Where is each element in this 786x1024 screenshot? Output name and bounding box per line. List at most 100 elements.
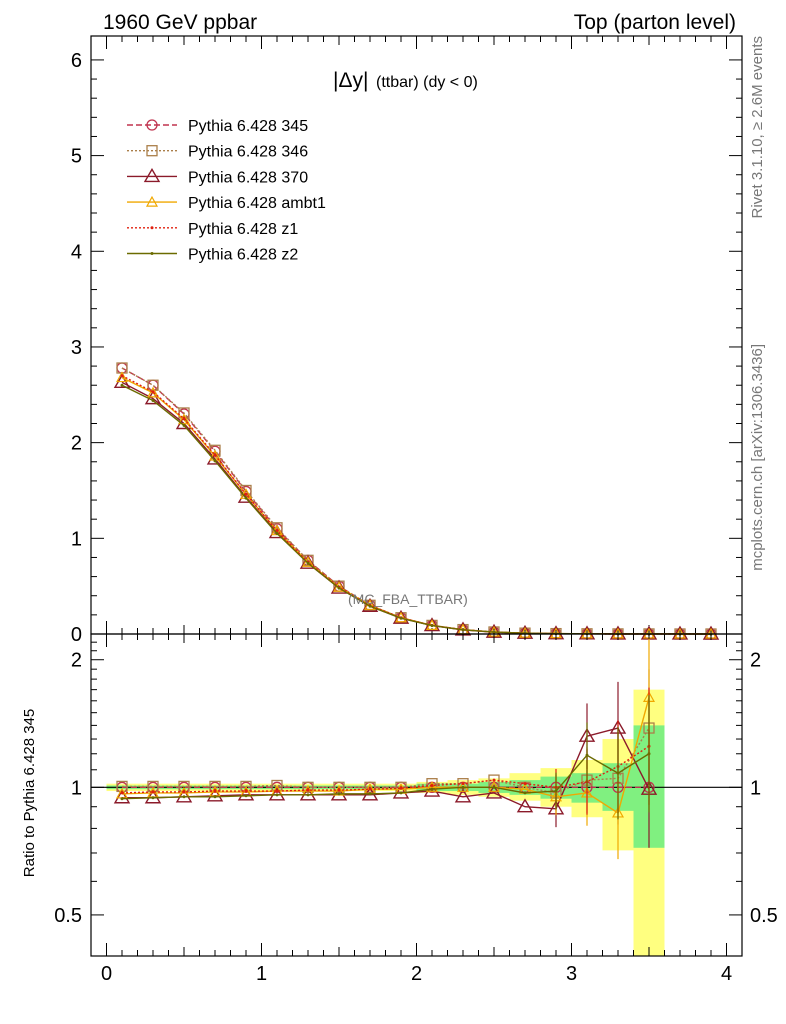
y-tick-label: 0 [71, 624, 82, 646]
main-axes: 0 1 2 3 4 5 6 [71, 36, 742, 646]
ratio-series-s370 [113, 681, 658, 848]
ratio-point-z1 [244, 789, 248, 793]
ratio-point-z2 [616, 771, 620, 775]
ratio-point-z2 [585, 753, 589, 757]
ratio-point-z1 [275, 789, 279, 793]
point-z2 [151, 399, 155, 403]
ratio-y-tick-label: 2 [71, 650, 82, 672]
point-ambt1 [146, 386, 160, 398]
main-plot: 0 1 2 3 4 5 6 [71, 35, 743, 646]
ratio-y-tick-label-right: 1 [750, 777, 761, 799]
ratio-point-z2 [647, 752, 651, 756]
ratio-point-z1 [337, 788, 341, 792]
point-ambt1 [115, 371, 129, 383]
ratio-point-z1 [182, 790, 186, 794]
point-z2 [492, 630, 496, 634]
legend-item-s370: Pythia 6.428 370 [127, 168, 308, 186]
ratio-ylabel: Ratio to Pythia 6.428 345 [21, 709, 38, 877]
ratio-series-ambt1 [115, 638, 656, 860]
legend-label: Pythia 6.428 370 [188, 169, 308, 186]
rivet-version-label: Rivet 3.1.10, ≥ 2.6M events [749, 36, 766, 219]
ratio-point-s370 [454, 788, 472, 803]
ratio-point-z1 [368, 787, 372, 791]
legend-marker [146, 119, 158, 131]
y-tick-label: 3 [71, 337, 82, 359]
y-tick-label: 1 [71, 528, 82, 550]
ratio-point-z2 [523, 791, 527, 795]
ratio-series-z2 [120, 695, 651, 820]
x-tick-label: 1 [256, 963, 267, 985]
header-left: 1960 GeV ppbar [103, 11, 257, 34]
legend-label: Pythia 6.428 346 [188, 144, 308, 161]
point-z2 [182, 423, 186, 427]
ratio-point-z1 [306, 788, 310, 792]
plot-title-main: |Δy| [333, 69, 368, 92]
point-z2 [275, 532, 279, 536]
ratio-y-tick-label-right: 0.5 [750, 905, 778, 927]
ratio-point-z2 [554, 789, 558, 793]
legend-item-s345: Pythia 6.428 345 [127, 118, 308, 135]
legend-item-ambt1: Pythia 6.428 ambt1 [127, 195, 326, 212]
y-tick-label: 4 [71, 241, 82, 263]
ratio-point-s370 [268, 786, 286, 801]
legend-item-z2: Pythia 6.428 z2 [127, 247, 298, 264]
ratio-point-s346 [333, 781, 345, 793]
y-tick-label: 6 [71, 50, 82, 72]
ratio-line-z2 [121, 753, 650, 800]
legend-label: Pythia 6.428 345 [188, 118, 308, 135]
legend-label: Pythia 6.428 z2 [188, 247, 298, 264]
ratio-point-s370 [175, 788, 193, 803]
watermark: (MC_FBA_TTBAR) [348, 591, 468, 607]
point-z2 [399, 616, 403, 620]
ratio-point-z1 [461, 782, 465, 786]
point-z1 [151, 390, 155, 394]
y-tick-label: 2 [71, 433, 82, 455]
ratio-y-tick-label: 1 [71, 777, 82, 799]
legend-marker [145, 195, 159, 207]
legend: Pythia 6.428 345 Pythia 6.428 346 Pythia 6… [127, 118, 326, 264]
legend-marker [150, 226, 154, 230]
point-z2 [120, 383, 124, 387]
point-z1 [213, 453, 217, 457]
point-z2 [306, 561, 310, 565]
legend-marker [146, 145, 158, 157]
legend-marker [143, 168, 161, 183]
ratio-point-z1 [399, 786, 403, 790]
ratio-point-z2 [337, 792, 341, 796]
point-s370 [330, 579, 348, 594]
ratio-point-ambt1 [425, 781, 439, 792]
ratio-point-z1 [492, 778, 496, 782]
ratio-point-z2 [430, 787, 434, 791]
ratio-point-s370 [206, 787, 224, 802]
ratio-point-z2 [306, 793, 310, 797]
legend-label: Pythia 6.428 z1 [188, 221, 298, 238]
ratio-y-tick-label: 0.5 [54, 905, 82, 927]
ratio-point-z2 [120, 797, 124, 801]
ratio-point-s370 [113, 789, 131, 804]
point-z2 [461, 628, 465, 632]
ratio-line-z1 [121, 745, 650, 794]
point-z2 [430, 624, 434, 628]
ratio-point-z1 [430, 783, 434, 787]
point-z2 [244, 496, 248, 500]
ratio-point-z2 [244, 794, 248, 798]
point-s370 [361, 597, 379, 612]
point-z1 [182, 417, 186, 421]
x-tick-label: 2 [411, 963, 422, 985]
ratio-series [113, 638, 658, 860]
point-s370 [299, 554, 317, 569]
legend-marker [150, 252, 154, 255]
ratio-point-z1 [151, 790, 155, 794]
ratio-point-s370 [299, 786, 317, 801]
ratio-point-s370 [516, 798, 534, 813]
ratio-point-z2 [213, 795, 217, 799]
ratio-y-tick-label-right: 2 [750, 650, 761, 672]
point-ambt1 [177, 413, 191, 425]
ratio-point-z2 [492, 785, 496, 789]
y-tick-label: 5 [71, 146, 82, 168]
x-tick-label: 3 [566, 963, 577, 985]
mcplots-label: mcplots.cern.ch [arXiv:1306.3436] [749, 344, 766, 571]
ratio-point-z2 [151, 796, 155, 800]
point-z1 [275, 529, 279, 533]
